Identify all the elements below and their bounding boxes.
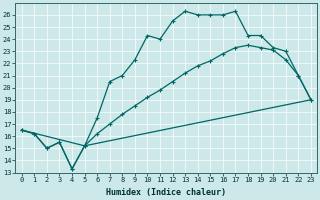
- X-axis label: Humidex (Indice chaleur): Humidex (Indice chaleur): [106, 188, 226, 197]
